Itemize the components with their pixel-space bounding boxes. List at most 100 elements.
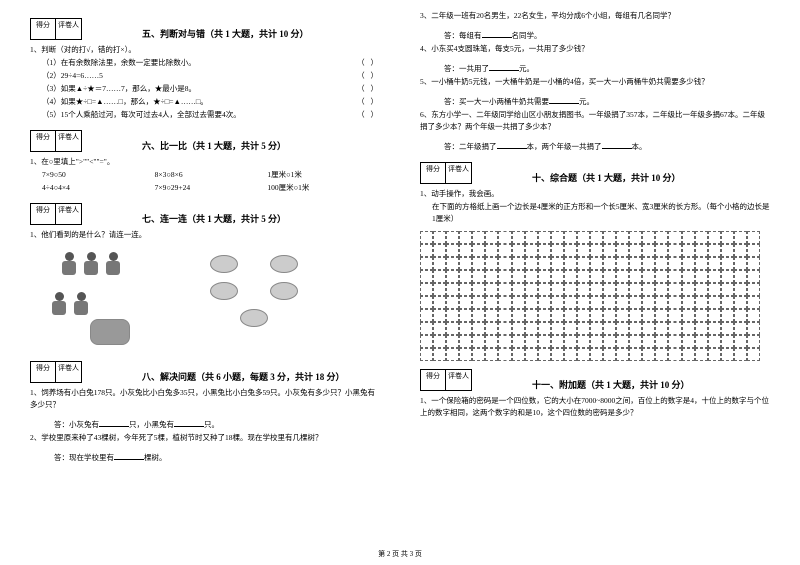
section-7-title: 七、连一连（共 1 大题，共计 5 分） (142, 212, 286, 225)
sec8-q2: 2、学校里原来种了43棵树，今年死了5棵，植树节时又种了18棵。现在学校里有几棵… (30, 432, 380, 444)
grid-cell (721, 257, 734, 270)
grid-cell (446, 270, 459, 283)
grid-cell (642, 244, 655, 257)
grid-cell (590, 348, 603, 361)
grid-cell (616, 309, 629, 322)
ans-text: 本。 (632, 142, 647, 151)
blank (114, 453, 144, 460)
sec5-q5: （5）15个人乘船过河，每次可过去4人，全部过去需要4次。（ ） (30, 109, 380, 121)
section-8-header: 得分 评卷人 八、解决问题（共 6 小题，每题 3 分，共计 18 分） (30, 353, 380, 387)
grid-cell (590, 270, 603, 283)
paren: （ ） (357, 96, 380, 108)
grid-cell (551, 231, 564, 244)
ans-text: 答：一共用了 (444, 64, 489, 73)
grid-cell (603, 270, 616, 283)
grid-cell (420, 231, 433, 244)
grid-cell (512, 296, 525, 309)
paren: （ ） (357, 70, 380, 82)
grid-cell (420, 296, 433, 309)
grid-cell (629, 270, 642, 283)
grid-cell (525, 309, 538, 322)
grid-cell (551, 244, 564, 257)
grid-cell (551, 283, 564, 296)
grid-cell (668, 322, 681, 335)
grid-cell (682, 244, 695, 257)
score-label: 得分 (30, 130, 56, 152)
grid-cell (485, 322, 498, 335)
grid-cell (734, 309, 747, 322)
matching-illustration (30, 247, 380, 347)
reviewer-label: 评卷人 (446, 369, 472, 391)
grid-cell (564, 257, 577, 270)
cmp: 7×9○50 (42, 169, 155, 181)
sec6-intro: 1、在○里填上">""<""="。 (30, 156, 380, 168)
grid-cell (433, 244, 446, 257)
grid-cell (446, 348, 459, 361)
grid-cell (603, 283, 616, 296)
grid-cell (538, 231, 551, 244)
grid-cell (564, 348, 577, 361)
grid-cell (682, 348, 695, 361)
blank (99, 420, 129, 427)
grid-cell (512, 322, 525, 335)
object-icon (270, 282, 298, 300)
grid-cell (616, 322, 629, 335)
sec10-q1: 1、动手操作，我会画。 (420, 188, 770, 200)
grid-cell (485, 309, 498, 322)
grid-cell (721, 309, 734, 322)
q-text: （4）如果★÷□=▲……□，那么，★÷□=▲……□。 (42, 96, 208, 108)
grid-cell (564, 270, 577, 283)
grid-cell (459, 296, 472, 309)
grid-cell (629, 231, 642, 244)
blank (549, 97, 579, 104)
grid-cell (629, 296, 642, 309)
grid-cell (551, 348, 564, 361)
grid-cell (629, 283, 642, 296)
ans-text: 只，小黑兔有 (129, 420, 174, 429)
grid-cell (590, 283, 603, 296)
grid-cell (590, 296, 603, 309)
grid-cell (642, 231, 655, 244)
section-6-title: 六、比一比（共 1 大题，共计 5 分） (142, 139, 286, 152)
grid-cell (538, 335, 551, 348)
grid-cell (433, 296, 446, 309)
grid-cell (603, 348, 616, 361)
score-label: 得分 (30, 203, 56, 225)
grid-cell (734, 283, 747, 296)
grid-cell (721, 283, 734, 296)
grid-cell (446, 244, 459, 257)
grid-cell (734, 335, 747, 348)
grid-cell (747, 257, 760, 270)
grid-cell (603, 322, 616, 335)
ans-text: 只。 (204, 420, 219, 429)
grid-cell (485, 257, 498, 270)
grid-cell (695, 296, 708, 309)
children-bottom (50, 292, 90, 318)
ans-text: 元。 (519, 64, 534, 73)
grid-cell (498, 322, 511, 335)
object-icon (270, 255, 298, 273)
grid-cell (734, 257, 747, 270)
q3: 3、二年级一班有20名男生，22名女生，平均分成6个小组，每组有几名同学？ (420, 10, 770, 22)
section-8-title: 八、解决问题（共 6 小题，每题 3 分，共计 18 分） (142, 370, 345, 383)
grid-cell (498, 335, 511, 348)
grid-cell (538, 244, 551, 257)
grid-cell (721, 231, 734, 244)
ans-text: 名同学。 (512, 31, 542, 40)
grid-cell (512, 309, 525, 322)
section-10-header: 得分 评卷人 十、综合题（共 1 大题，共计 10 分） (420, 154, 770, 188)
sec8-ans2: 答：现在学校里有棵树。 (30, 452, 380, 464)
grid-cell (642, 270, 655, 283)
grid-cell (616, 283, 629, 296)
grid-cell (485, 335, 498, 348)
grid-cell (655, 322, 668, 335)
pig-icon (90, 319, 130, 345)
grid-cell (629, 257, 642, 270)
blank (602, 142, 632, 149)
grid-cell (551, 257, 564, 270)
child-icon (104, 252, 122, 278)
grid-cell (747, 322, 760, 335)
grid-cell (747, 231, 760, 244)
grid-cell (590, 309, 603, 322)
grid-cell (734, 231, 747, 244)
